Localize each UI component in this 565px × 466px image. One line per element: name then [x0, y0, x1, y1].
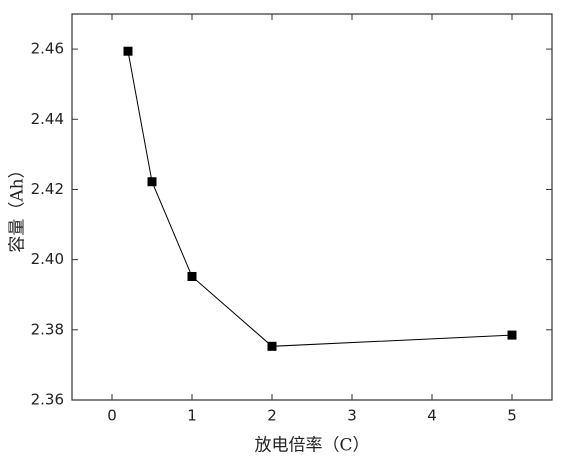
data-point	[267, 341, 277, 351]
y-tick-label: 2.36	[31, 391, 64, 409]
y-axis-label: 容量（Ah）	[8, 161, 28, 252]
data-point	[147, 177, 157, 187]
y-tick-label: 2.46	[31, 40, 64, 58]
y-tick-label: 2.42	[31, 180, 64, 198]
x-axis-label: 放电倍率（C）	[254, 436, 369, 456]
x-tick-label: 3	[347, 407, 357, 425]
plot-frame	[71, 13, 553, 401]
y-tick-label: 2.38	[31, 320, 64, 338]
y-tick-label: 2.40	[31, 250, 64, 268]
x-tick-label: 2	[267, 407, 277, 425]
x-tick-label: 4	[427, 407, 437, 425]
x-tick-label: 1	[187, 407, 197, 425]
series-line	[127, 51, 513, 347]
x-tick-label: 0	[107, 407, 117, 425]
x-tick-label: 5	[507, 407, 517, 425]
data-point	[187, 271, 197, 281]
y-tick-label: 2.44	[31, 110, 64, 128]
data-point	[507, 330, 517, 340]
data-point	[123, 46, 133, 56]
